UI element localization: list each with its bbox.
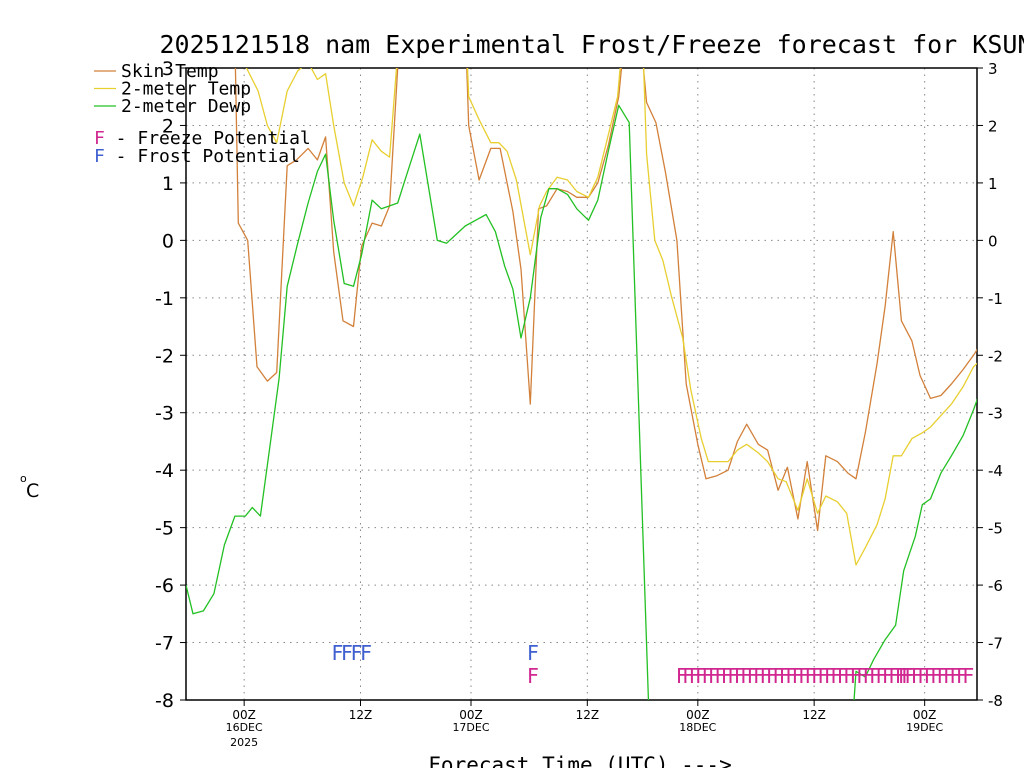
2m-dewp-line xyxy=(186,104,977,700)
legend-2m-dewp-label: 2-meter Dewp xyxy=(121,96,251,117)
y-tick-label-left: -7 xyxy=(155,633,174,655)
plot-frame xyxy=(185,67,978,701)
frost-freeze-markers: FFFF FF FFFFFFFFFFFFFFFFFFFFFFFFFFFFFFFFFF… xyxy=(331,641,979,688)
y-tick-label-right: -8 xyxy=(988,692,1003,710)
y-tick-label-left: 1 xyxy=(162,173,174,195)
y-tick-label-left: -8 xyxy=(155,690,174,712)
freeze-potential-marker: FFFFFFFFFFF xyxy=(898,664,973,688)
y-tick-label-right: -4 xyxy=(988,462,1003,480)
y-tick-label-right: -7 xyxy=(988,635,1003,653)
skin-temp-line xyxy=(234,68,977,532)
grid-lines xyxy=(186,68,977,700)
y-tick-label-right: -5 xyxy=(988,520,1003,538)
frost-potential-marker: F xyxy=(527,641,538,665)
y-tick-label-right: 0 xyxy=(988,232,998,250)
legend-frost-potential-label: F - Frost Potential xyxy=(94,146,300,167)
x-tick-label: 00Z xyxy=(459,708,483,722)
legend-freeze-potential-marker: F xyxy=(94,128,105,149)
x-tick-year: 2025 xyxy=(230,736,258,749)
x-axis-label: Forecast Time (UTC) ---> xyxy=(428,753,731,768)
x-tick-label: 12Z xyxy=(802,708,826,722)
legend-2m-temp-label: 2-meter Temp xyxy=(121,79,251,100)
y-tick-label-right: 3 xyxy=(988,60,998,78)
2m-temp-line xyxy=(245,68,977,566)
x-tick-label: 00Z xyxy=(232,708,256,722)
y-tick-label-right: -6 xyxy=(988,577,1003,595)
x-tick-date: 19DEC xyxy=(906,721,943,734)
x-tick-date: 18DEC xyxy=(679,721,716,734)
x-tick-label: 12Z xyxy=(349,708,373,722)
y-tick-label-left: 2 xyxy=(162,115,174,137)
y-axis-label-unit: C xyxy=(26,480,39,502)
x-tick-label: 00Z xyxy=(913,708,937,722)
x-tick-label: 00Z xyxy=(686,708,710,722)
y-tick-label-left: -1 xyxy=(155,288,174,310)
x-tick-date: 16DEC xyxy=(226,721,263,734)
legend-skin-temp-label: Skin Temp xyxy=(121,61,219,82)
chart-title: 2025121518 nam Experimental Frost/Freeze… xyxy=(160,30,1024,59)
y-tick-label-left: -2 xyxy=(155,345,174,367)
legend-freeze-potential-label: F - Freeze Potential xyxy=(94,128,311,149)
freeze-potential-marker: F xyxy=(527,664,538,688)
series-lines xyxy=(186,68,977,700)
y-tick-label-right: -2 xyxy=(988,347,1003,365)
y-tick-label-right: 1 xyxy=(988,175,998,193)
x-tick-label: 12Z xyxy=(576,708,600,722)
y-tick-label-left: -4 xyxy=(155,460,174,482)
y-axis-label: o C xyxy=(20,472,39,502)
y-tick-label-right: -3 xyxy=(988,405,1003,423)
y-tick-label-left: -3 xyxy=(155,403,174,425)
frost-potential-marker: FFFF xyxy=(331,641,371,665)
y-tick-label-left: -5 xyxy=(155,518,174,540)
y-tick-label-left: -6 xyxy=(155,575,174,597)
y-tick-label-right: 2 xyxy=(988,117,998,135)
y-axis-label-degree: o xyxy=(20,472,27,485)
y-tick-label-right: -1 xyxy=(988,290,1003,308)
legend-freeze-potential-text: - Freeze Potential xyxy=(105,128,311,149)
y-tick-label-left: 3 xyxy=(162,58,174,80)
legend-frost-potential-marker: F xyxy=(94,146,105,167)
axes: -8 -8 -7 -7 -6 -6 -5 -5 -4 -4 -3 -3 -2 -2 -1 -1 0 0 1 1 2 2 3 3… xyxy=(155,58,1003,749)
x-tick-date: 17DEC xyxy=(452,721,489,734)
freeze-potential-marker: FFFFFFFFFFFFFFFFFFFFFFFFFFFFFFFFFFFF xyxy=(676,664,912,688)
legend-frost-potential-text: - Frost Potential xyxy=(105,146,300,167)
y-tick-label-left: 0 xyxy=(162,230,174,252)
